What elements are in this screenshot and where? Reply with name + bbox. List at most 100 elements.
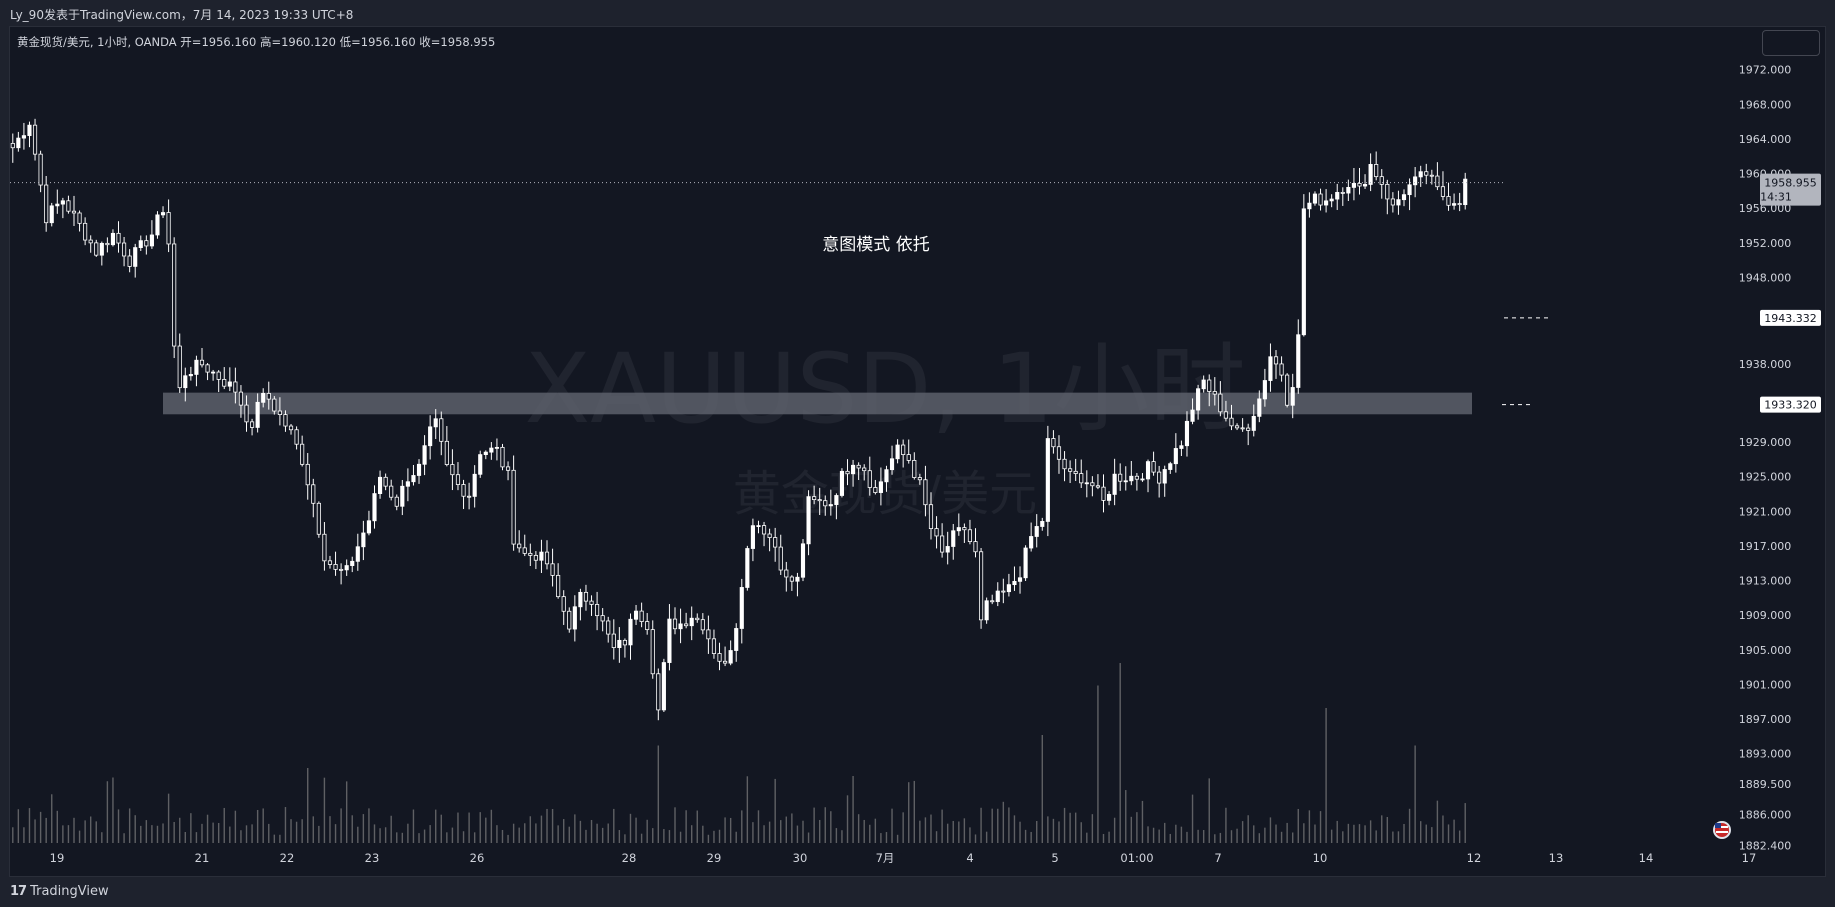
candle-body — [1324, 200, 1329, 206]
volume-bar — [201, 823, 203, 843]
chart-frame[interactable] — [9, 26, 1826, 877]
volume-bar — [869, 824, 871, 843]
price-tick-label: 1897.000 — [1739, 713, 1792, 726]
volume-bar — [941, 809, 943, 843]
brand-name: TradingView — [30, 884, 109, 899]
volume-bar — [212, 822, 214, 843]
candle-body — [622, 639, 627, 646]
volume-bar — [101, 832, 103, 843]
candle-body — [138, 240, 143, 248]
candle-body — [38, 153, 43, 186]
volume-bar — [1063, 807, 1066, 843]
candle-body — [945, 546, 950, 553]
tradingview-brand[interactable]: 17 TradingView — [10, 884, 109, 899]
volume-bar — [418, 833, 420, 843]
volume-bar — [1069, 812, 1071, 843]
candle-body — [901, 444, 906, 455]
volume-bar — [256, 809, 259, 843]
volume-bar — [1186, 831, 1188, 843]
volume-bar — [496, 825, 498, 843]
chart-options-button[interactable] — [1762, 30, 1820, 56]
time-tick-label: 26 — [470, 851, 485, 865]
volume-bar — [1453, 819, 1455, 843]
candle-body — [806, 496, 811, 545]
candle-body — [250, 421, 255, 428]
candle-body — [583, 591, 589, 602]
candle-body — [83, 222, 88, 241]
candle-body — [1201, 379, 1206, 390]
volume-bar — [707, 834, 710, 843]
volume-bar — [607, 823, 609, 843]
candle-body — [606, 620, 611, 635]
candle-body — [1257, 398, 1262, 417]
volume-bar — [802, 820, 804, 843]
volume-bar — [640, 833, 643, 843]
candle-body — [522, 547, 527, 554]
candle-body — [1134, 475, 1139, 480]
volume-bar — [123, 833, 125, 843]
candle-body — [851, 464, 856, 475]
candle-body — [828, 504, 833, 507]
candle-body — [60, 200, 65, 205]
tradingview-logo-icon: 17 — [10, 884, 27, 899]
volume-bar — [646, 819, 648, 843]
candle-body — [422, 445, 427, 465]
candle-body — [539, 551, 544, 561]
volume-bar — [1292, 832, 1294, 843]
volume-bar — [1364, 825, 1366, 843]
volume-bar — [145, 820, 148, 843]
volume-bar — [1058, 821, 1060, 843]
candle-body — [327, 560, 333, 565]
volume-bar — [1119, 663, 1121, 843]
candle-body — [845, 470, 850, 475]
volume-bar — [390, 815, 392, 843]
volume-bar — [156, 825, 159, 843]
volume-bar — [1036, 821, 1038, 843]
volume-bar — [579, 820, 582, 843]
candle-body — [711, 638, 717, 654]
candle-body — [1157, 471, 1162, 484]
candle-body — [450, 464, 455, 476]
volume-bar — [1253, 825, 1255, 843]
price-tick-label: 1925.000 — [1739, 471, 1792, 484]
volume-bar — [741, 810, 743, 843]
current-price-badge — [1760, 173, 1821, 206]
candle-body — [261, 392, 266, 403]
candle-body — [1095, 485, 1101, 488]
candle-body — [455, 474, 461, 485]
volume-bar — [791, 813, 793, 843]
candle-body — [1118, 473, 1123, 482]
volume-bar — [1241, 821, 1244, 843]
candle-body — [216, 371, 221, 380]
volume-bar — [668, 830, 671, 843]
volume-bar — [540, 815, 543, 843]
candle-body — [1340, 192, 1345, 194]
candle-body — [928, 504, 934, 530]
volume-bar — [1136, 812, 1138, 843]
volume-bar — [952, 820, 954, 843]
candle-body — [1062, 458, 1067, 470]
price-tick-label: 1917.000 — [1739, 540, 1792, 553]
price-tick-label: 1952.000 — [1739, 237, 1792, 250]
time-tick-label: 10 — [1313, 851, 1328, 865]
candle-body — [494, 446, 499, 449]
price-axis: 1972.0001968.0001964.0001960.0001956.000… — [1739, 64, 1792, 853]
volume-bar — [67, 825, 70, 843]
support-zone — [163, 392, 1472, 415]
candle-body — [199, 359, 205, 366]
price-tick-label: 1938.000 — [1739, 358, 1792, 371]
candle-body — [856, 464, 861, 469]
volume-bar — [490, 809, 493, 843]
candle-body — [1034, 526, 1039, 537]
volume-bar — [362, 814, 365, 843]
volume-bar — [485, 817, 487, 843]
candle-body — [116, 232, 121, 244]
volume-bar — [763, 825, 765, 843]
volume-bar — [958, 821, 960, 843]
price-tick-label: 1886.000 — [1739, 808, 1792, 821]
volume-bar — [679, 831, 682, 843]
candle-body — [745, 548, 750, 588]
volume-bar — [613, 808, 615, 843]
price-tick-label: 1882.400 — [1739, 840, 1792, 853]
